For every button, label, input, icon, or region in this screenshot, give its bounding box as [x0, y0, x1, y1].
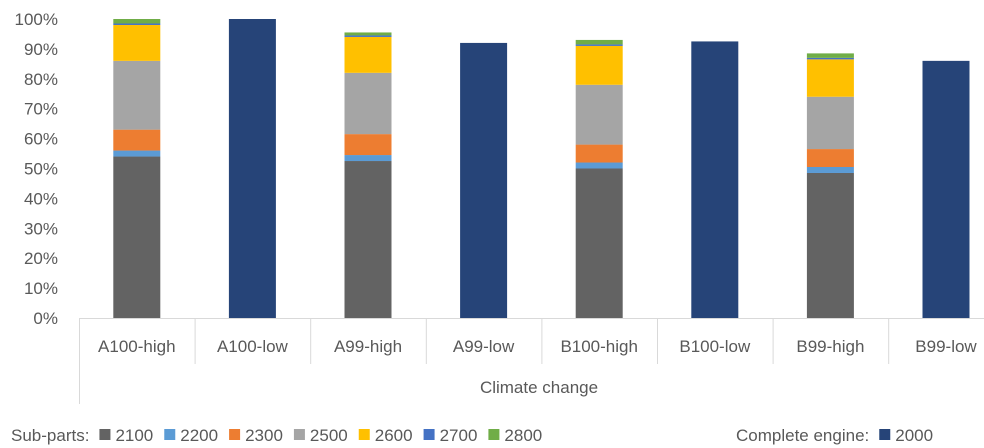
legend-swatch-2500: [293, 429, 305, 440]
bar-segment-2300-B99-high: [806, 149, 854, 168]
legend-entry-2700: 2700: [440, 426, 478, 445]
x-tick-label: B100-high: [560, 337, 638, 356]
bar-segment-2700-B100-high: [575, 44, 623, 46]
legend-swatch-2600: [358, 429, 370, 440]
y-tick-label: 40%: [24, 189, 58, 208]
legend-entry-2200: 2200: [180, 426, 218, 445]
legend-group-label: Complete engine:: [736, 426, 869, 445]
x-tick-label: A99-high: [334, 337, 402, 356]
bar-segment-2500-B99-high: [806, 96, 854, 150]
bar-segment-2600-B99-high: [806, 59, 854, 97]
x-tick-label: A100-high: [98, 337, 176, 356]
bar-segment-2200-B100-high: [575, 162, 623, 169]
legend-entry-2000: 2000: [895, 426, 933, 445]
bar-segment-2300-A99-high: [344, 134, 392, 156]
bar-segment-2500-A99-high: [344, 72, 392, 135]
y-tick-label: 60%: [24, 130, 58, 149]
legend-swatch-2000: [879, 429, 891, 440]
bar-segment-2000-B100-low: [691, 41, 739, 319]
bar-segment-2600-B100-high: [575, 45, 623, 85]
bar-segment-2800-A100-high: [113, 19, 161, 24]
bar-segment-2300-B100-high: [575, 144, 623, 163]
bar-segment-2200-B99-high: [806, 167, 854, 173]
legend-swatch-2700: [423, 429, 435, 440]
x-tick-label: B99-low: [915, 337, 977, 356]
y-tick-label: 80%: [24, 70, 58, 89]
bar-segment-2000-A99-low: [460, 42, 508, 319]
legend-group-label: Sub-parts:: [11, 426, 89, 445]
y-tick-label: 100%: [15, 10, 58, 29]
y-tick-label: 50%: [24, 160, 58, 179]
legend-entry-2300: 2300: [245, 426, 283, 445]
x-axis-title: Climate change: [480, 378, 598, 397]
y-tick-label: 0%: [33, 309, 58, 328]
x-tick-label: A99-low: [453, 337, 515, 356]
bar-segment-2200-A99-high: [344, 155, 392, 162]
bar-segment-2000-A100-low: [228, 19, 276, 318]
bar-segment-2500-A100-high: [113, 60, 161, 130]
bar-segment-2100-B99-high: [806, 172, 854, 318]
y-tick-label: 70%: [24, 100, 58, 119]
y-axis: 0% 10% 20% 30% 40% 50% 60% 70% 80% 90% 100%: [15, 10, 58, 328]
bar-segment-2600-A100-high: [113, 24, 161, 61]
x-tick-label: B100-low: [679, 337, 751, 356]
bar-segment-2800-B99-high: [806, 53, 854, 58]
y-tick-label: 30%: [24, 219, 58, 238]
y-tick-label: 90%: [24, 40, 58, 59]
bar-segment-2000-B99-low: [922, 60, 970, 319]
bar-segment-2100-B100-high: [575, 168, 623, 318]
bar-segment-2700-A100-high: [113, 23, 161, 25]
bar-segment-2700-B99-high: [806, 57, 854, 60]
legend-swatch-2300: [229, 429, 241, 440]
bar-segment-2800-A99-high: [344, 32, 392, 36]
bar-segment-2100-A99-high: [344, 161, 392, 318]
x-tick-label: A100-low: [217, 337, 289, 356]
x-axis: A100-high A100-low A99-high A99-low B100-hig…: [79, 318, 984, 404]
legend-swatch-2100: [99, 429, 111, 440]
bar-segment-2300-A100-high: [113, 129, 161, 151]
legend-entry-2800: 2800: [504, 426, 542, 445]
y-tick-label: 10%: [24, 279, 58, 298]
y-tick-label: 20%: [24, 249, 58, 268]
bar-segment-2100-A100-high: [113, 156, 161, 318]
legend: Sub-parts: 2100 2200 2300 2500 2600 2700 2800 Co…: [11, 426, 933, 445]
legend-entry-2100: 2100: [115, 426, 153, 445]
legend-swatch-2800: [488, 429, 500, 440]
bar-segment-2500-B100-high: [575, 84, 623, 145]
legend-entry-2500: 2500: [310, 426, 348, 445]
bar-segment-2700-A99-high: [344, 35, 392, 37]
bar-segment-2600-A99-high: [344, 36, 392, 73]
legend-swatch-2200: [164, 429, 176, 440]
bar-segment-2200-A100-high: [113, 150, 161, 157]
legend-entry-2600: 2600: [375, 426, 413, 445]
bars: [113, 19, 970, 319]
bar-segment-2800-B100-high: [575, 39, 623, 45]
x-tick-label: B99-high: [796, 337, 864, 356]
